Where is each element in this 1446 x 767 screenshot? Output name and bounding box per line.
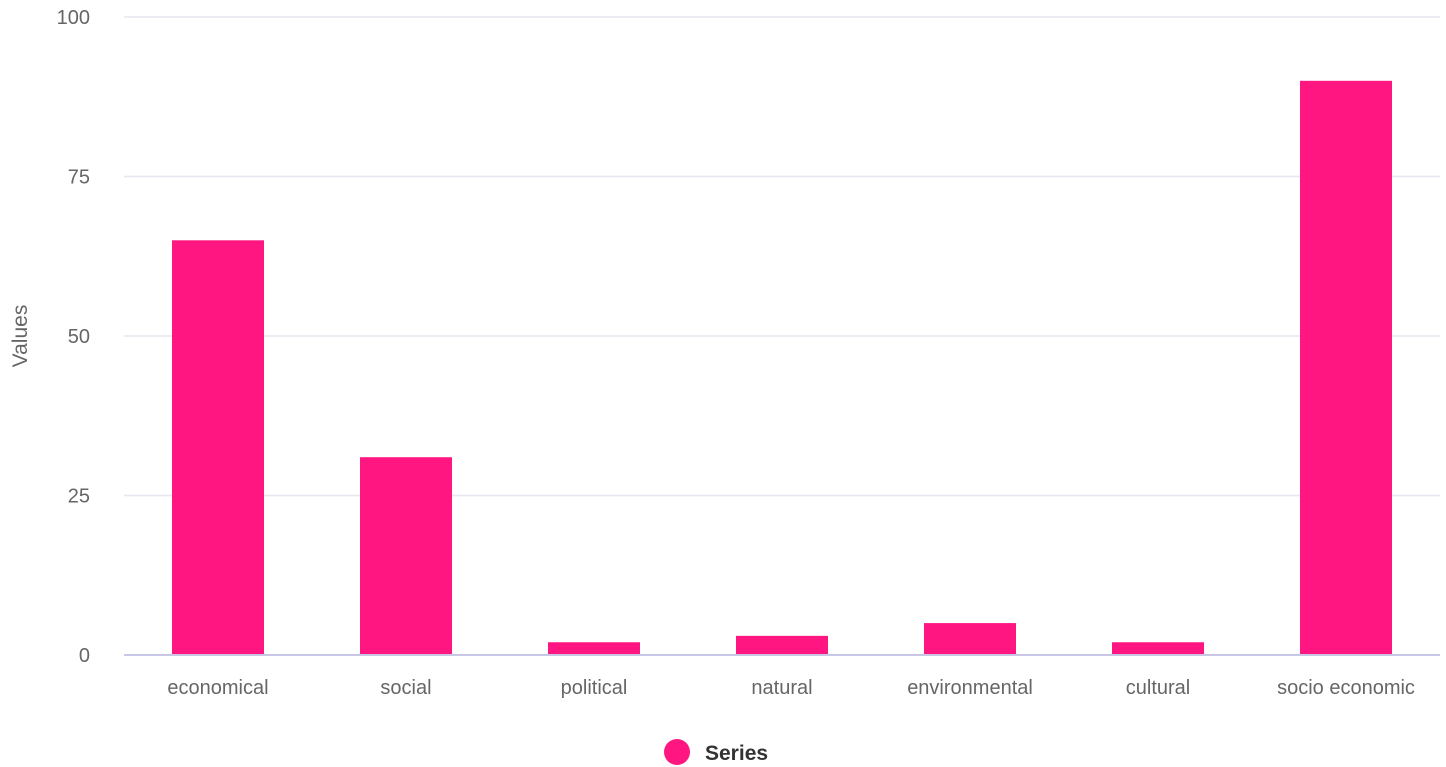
legend[interactable]: Series [664, 739, 768, 765]
x-tick-label: natural [751, 677, 812, 699]
legend-label: Series [705, 742, 768, 765]
legend-marker-icon [664, 739, 690, 765]
x-axis-ticks: economical social political natural environm… [167, 677, 1415, 699]
bar-environmental[interactable] [924, 623, 1016, 655]
x-tick-label: cultural [1126, 677, 1190, 699]
y-tick-label: 100 [57, 7, 90, 29]
x-tick-label: political [561, 677, 628, 699]
y-axis-title: Values [9, 305, 32, 368]
x-tick-label: socio economic [1277, 677, 1415, 699]
bar-natural[interactable] [736, 635, 828, 655]
x-tick-label: environmental [907, 677, 1033, 699]
x-tick-label: economical [167, 677, 268, 699]
bar-social[interactable] [360, 457, 452, 655]
y-tick-label: 50 [68, 326, 90, 348]
y-tick-label: 0 [79, 645, 90, 667]
grid-lines [124, 16, 1440, 497]
y-tick-label: 75 [68, 167, 90, 189]
bar-economical[interactable] [172, 240, 264, 656]
bar-socio-economic[interactable] [1300, 80, 1392, 656]
bar-cultural[interactable] [1112, 642, 1204, 655]
y-tick-label: 25 [68, 486, 90, 508]
y-axis-ticks: 0 25 50 75 100 [57, 7, 90, 667]
bar-political[interactable] [548, 642, 640, 655]
x-tick-label: social [380, 677, 431, 699]
bar-series [172, 80, 1392, 656]
